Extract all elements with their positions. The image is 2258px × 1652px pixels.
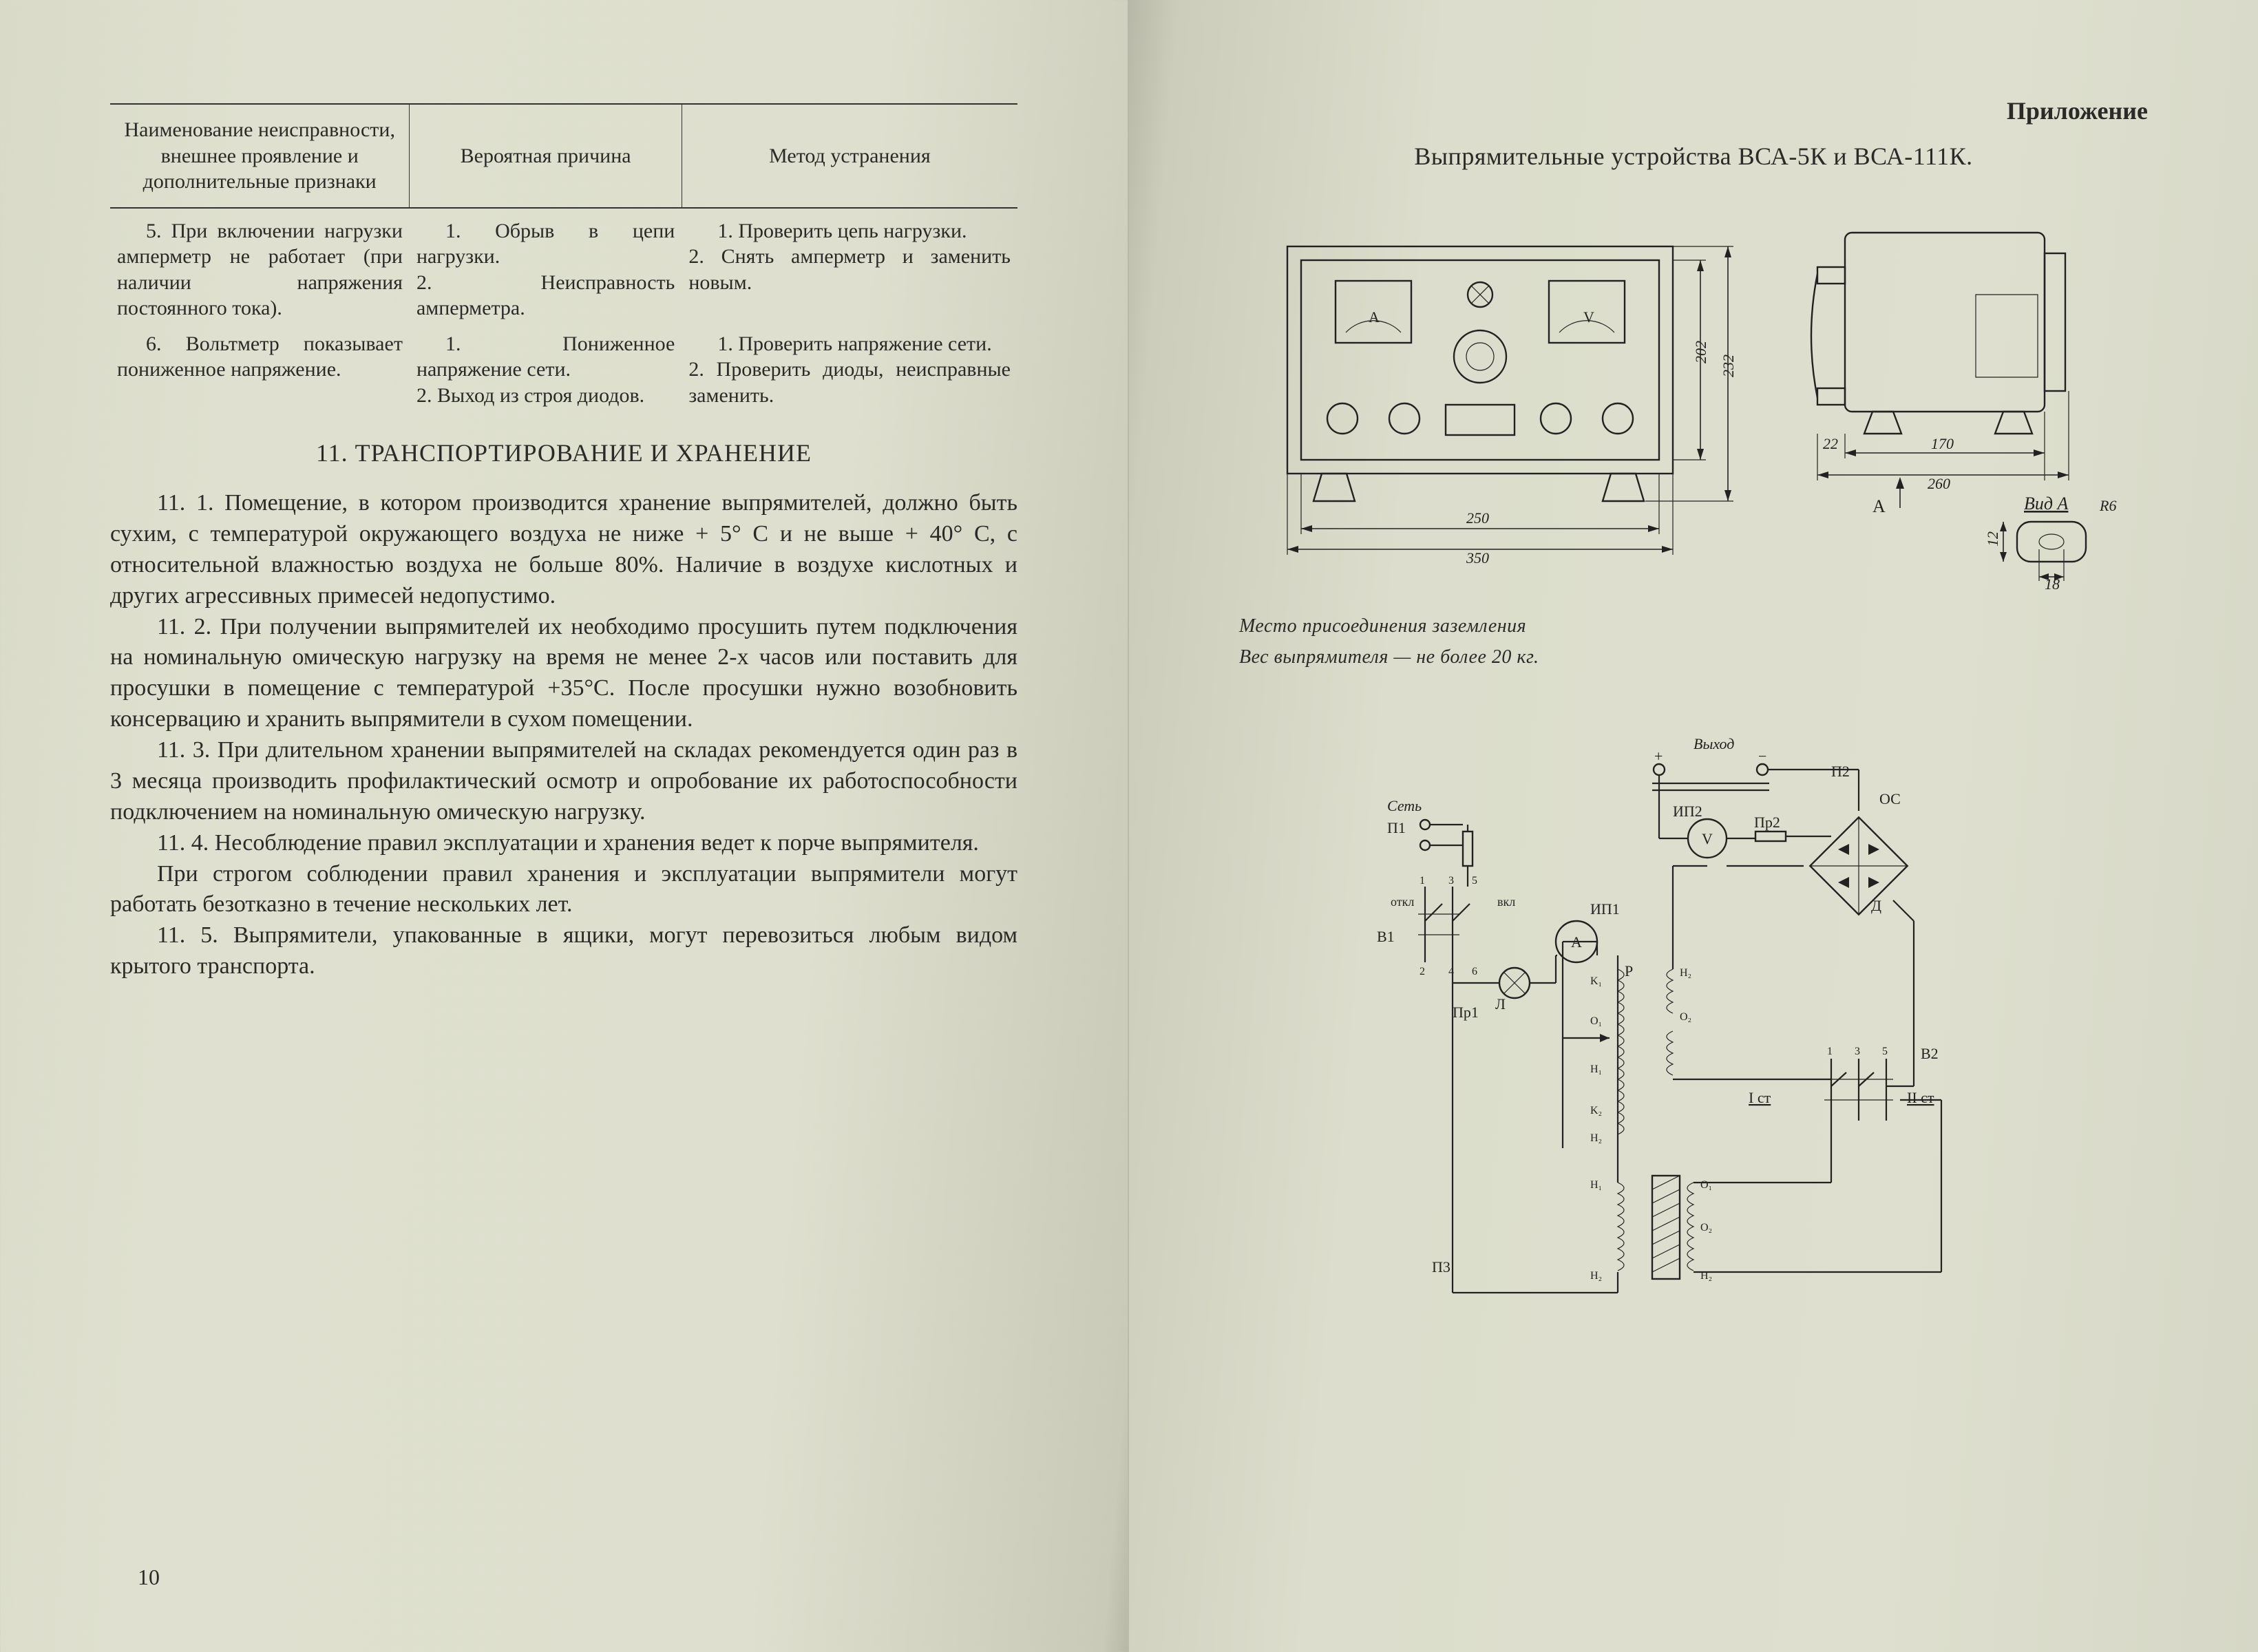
dim-outer-h: 232 bbox=[1720, 354, 1737, 377]
svg-text:3: 3 bbox=[1448, 875, 1454, 887]
figure-row: A V bbox=[1239, 205, 2148, 591]
dim-body-w: 170 bbox=[1931, 435, 1954, 452]
dim-panel-w: 250 bbox=[1466, 509, 1489, 527]
lbl-v2: В2 bbox=[1921, 1045, 1939, 1062]
para-11-5: 11. 5. Выпрямители, упакованные в ящики,… bbox=[110, 920, 1017, 982]
lbl-ist: I ст bbox=[1749, 1089, 1771, 1106]
lbl-oc: ОС bbox=[1879, 790, 1901, 807]
section-title: 11. ТРАНСПОРТИРОВАНИЕ И ХРАНЕНИЕ bbox=[110, 438, 1017, 467]
caption-ground: Место присоединения заземления bbox=[1239, 611, 2148, 642]
view-arrow-a: A bbox=[1872, 496, 1886, 516]
lbl-o1b: O₁ bbox=[1700, 1179, 1712, 1191]
svg-text:2: 2 bbox=[1420, 966, 1425, 977]
lbl-o2-top: O₂ bbox=[1680, 1011, 1691, 1023]
lbl-vkl: вкл bbox=[1497, 895, 1515, 909]
lbl-output: Выход bbox=[1693, 735, 1734, 752]
lbl-minus: − bbox=[1758, 748, 1766, 765]
td-r2c3: 1. Проверить напряжение сети. 2. Провери… bbox=[682, 321, 1017, 409]
para-11-2: 11. 2. При получении выпрямителей их нео… bbox=[110, 612, 1017, 736]
side-view-drawing: 22 170 260 A Вид A R6 12 bbox=[1797, 205, 2141, 591]
lbl-l: Л bbox=[1495, 995, 1506, 1013]
td-r2c1: 6. Вольтметр показывает пониженное напря… bbox=[110, 321, 410, 409]
view-bud-a: Вид A bbox=[2024, 494, 2069, 513]
para-11-1: 11. 1. Помещение, в котором производится… bbox=[110, 488, 1017, 612]
svg-text:5: 5 bbox=[1472, 875, 1477, 887]
lbl-net: Сеть bbox=[1387, 797, 1422, 814]
td-r1c3: 1. Проверить цепь нагрузки. 2. Снять амп… bbox=[682, 208, 1017, 321]
lbl-pr2: Пр2 bbox=[1754, 814, 1780, 831]
meter-v-label: V bbox=[1583, 308, 1594, 326]
svg-text:5: 5 bbox=[1882, 1046, 1888, 1057]
lbl-k2: K₂ bbox=[1590, 1105, 1602, 1116]
lbl-ip1: ИП1 bbox=[1590, 900, 1620, 918]
page-right: Приложение Выпрямительные устройства ВСА… bbox=[1129, 0, 2258, 1652]
th-method: Метод устранения bbox=[682, 104, 1017, 208]
front-view-drawing: A V bbox=[1246, 205, 1755, 563]
dim-outer-w: 350 bbox=[1466, 549, 1489, 563]
slot-h: 12 bbox=[1984, 531, 2001, 547]
lbl-v1: В1 bbox=[1377, 928, 1395, 945]
appendix-label: Приложение bbox=[1239, 96, 2148, 125]
lbl-h1b: H₁ bbox=[1590, 1179, 1602, 1191]
lbl-h2a: H₂ bbox=[1590, 1132, 1602, 1144]
figure-captions: Место присоединения заземления Вес выпря… bbox=[1239, 611, 2148, 673]
lbl-hk-top: H₂ bbox=[1680, 967, 1691, 979]
schematic-drawing: Выход + − П2 Сеть П1 Пр1 В1 bbox=[1349, 728, 2038, 1348]
lbl-plus: + bbox=[1654, 748, 1663, 765]
lbl-h1a: H₁ bbox=[1590, 1063, 1602, 1075]
lbl-ip2: ИП2 bbox=[1673, 803, 1702, 820]
td-r1c2: 1. Обрыв в цепи нагрузки. 2. Неисправнос… bbox=[410, 208, 682, 321]
para-11-3: 11. 3. При длительном хранении выпрямите… bbox=[110, 735, 1017, 828]
svg-text:1: 1 bbox=[1420, 875, 1425, 887]
lbl-p2: П2 bbox=[1831, 763, 1850, 780]
lbl-k1: K₁ bbox=[1590, 975, 1602, 987]
dim-panel-h: 202 bbox=[1692, 341, 1709, 363]
r6-label: R6 bbox=[2099, 497, 2116, 514]
lbl-o1: O₁ bbox=[1590, 1015, 1602, 1027]
caption-weight: Вес выпрямителя — не более 20 кг. bbox=[1239, 642, 2148, 673]
page-number: 10 bbox=[138, 1565, 160, 1590]
td-r2c2: 1. Пониженное напряжение сети. 2. Выход … bbox=[410, 321, 682, 409]
lbl-h2b: H₂ bbox=[1590, 1270, 1602, 1282]
meter-a-label: A bbox=[1369, 308, 1380, 326]
slot-w: 18 bbox=[2045, 575, 2060, 591]
th-fault: Наименование неисправности, внешнее проя… bbox=[110, 104, 410, 208]
td-r1c1: 5. При включении нагрузки амперметр не р… bbox=[110, 208, 410, 321]
lbl-r: Р bbox=[1625, 962, 1633, 979]
dim-total: 260 bbox=[1928, 475, 1950, 492]
device-title: Выпрямительные устройства ВСА-5К и ВСА-1… bbox=[1239, 142, 2148, 171]
svg-text:6: 6 bbox=[1472, 966, 1477, 977]
lbl-iist: II ст bbox=[1907, 1089, 1934, 1106]
dim-lip: 22 bbox=[1823, 435, 1838, 452]
page-left: Наименование неисправности, внешнее проя… bbox=[0, 0, 1129, 1652]
svg-text:3: 3 bbox=[1855, 1046, 1860, 1057]
fault-table: Наименование неисправности, внешнее проя… bbox=[110, 103, 1017, 408]
para-11-4b: При строгом соблюдении правил хранения и… bbox=[110, 859, 1017, 921]
lbl-v: V bbox=[1702, 830, 1713, 847]
lbl-p1: П1 bbox=[1387, 819, 1406, 836]
lbl-d: Д bbox=[1871, 897, 1881, 914]
lbl-otkl: откл bbox=[1391, 895, 1414, 909]
lbl-pr1: Пр1 bbox=[1453, 1004, 1479, 1021]
lbl-p3: П3 bbox=[1432, 1258, 1450, 1275]
lbl-o2b: O₂ bbox=[1700, 1222, 1712, 1233]
para-11-4: 11. 4. Несоблюдение правил эксплуатации … bbox=[110, 828, 1017, 859]
th-cause: Вероятная причина bbox=[410, 104, 682, 208]
svg-text:1: 1 bbox=[1827, 1046, 1833, 1057]
